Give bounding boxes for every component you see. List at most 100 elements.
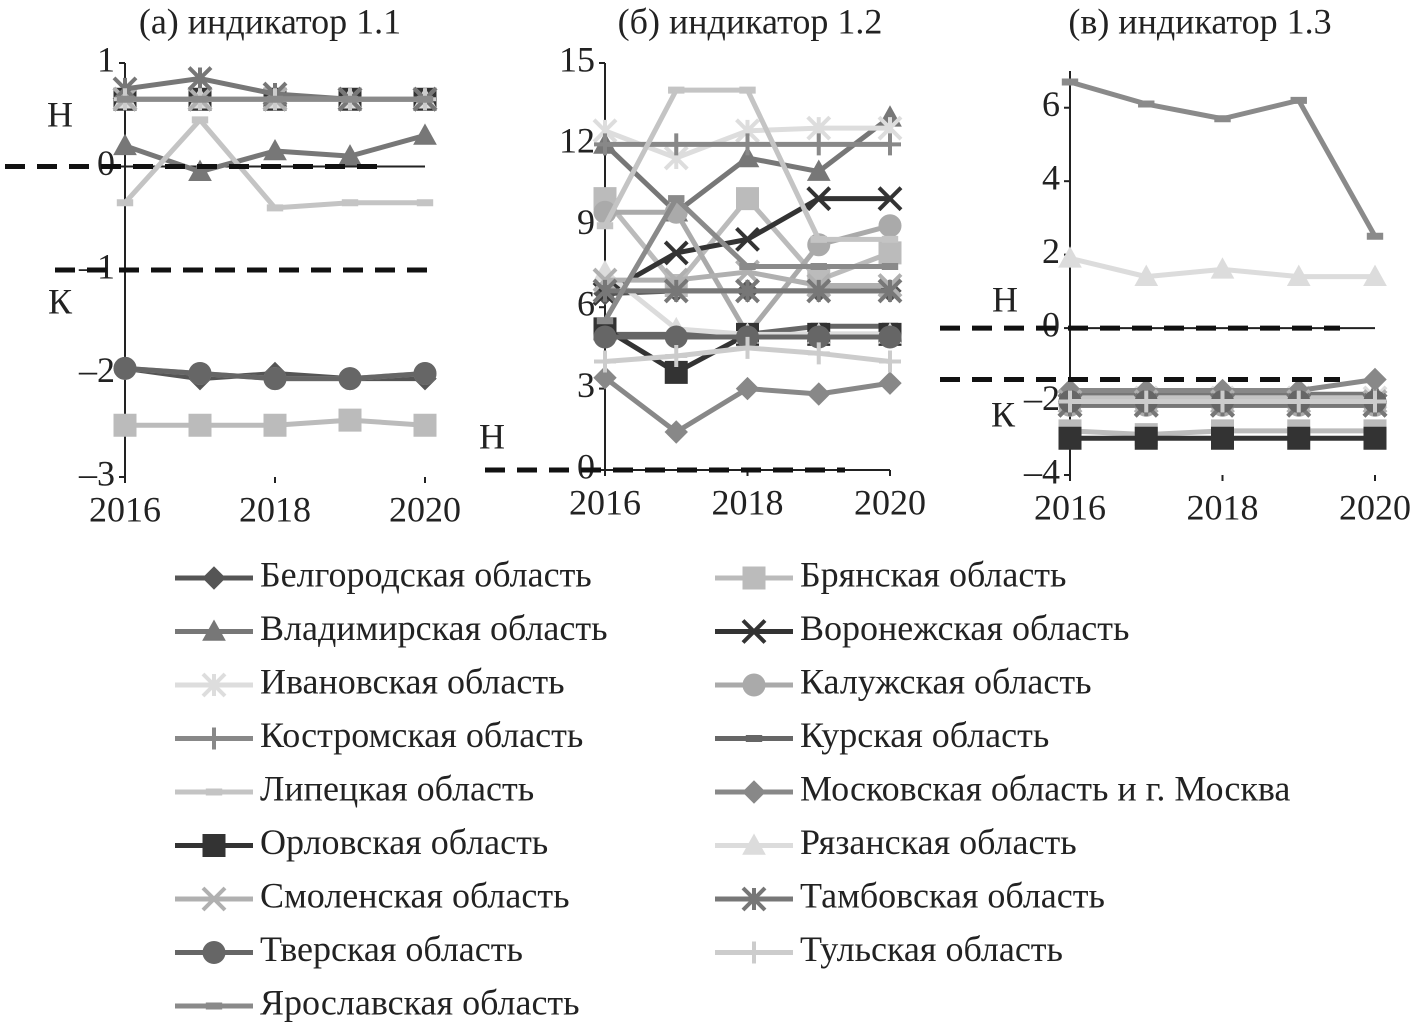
- marker: [1058, 246, 1082, 268]
- y-tick-label: 4: [1042, 157, 1060, 197]
- legend-marker: [202, 834, 226, 857]
- legend-label: Воронежская область: [800, 608, 1129, 648]
- legend-label: Смоленская область: [260, 875, 569, 915]
- x-tick-label: 2016: [569, 482, 641, 522]
- marker: [735, 376, 760, 401]
- reference-label: Н: [47, 94, 73, 134]
- marker: [188, 362, 212, 385]
- legend-marker: [205, 788, 223, 796]
- marker: [879, 133, 901, 156]
- marker: [807, 133, 830, 156]
- legend-marker: [743, 941, 765, 964]
- marker: [878, 214, 902, 238]
- marker: [1135, 390, 1158, 413]
- marker: [1210, 257, 1235, 279]
- y-tick-label: 0: [97, 143, 115, 183]
- legend-marker: [741, 886, 767, 912]
- y-tick-label: –2: [1023, 378, 1060, 418]
- legend-label: Калужская область: [800, 661, 1092, 701]
- marker: [879, 350, 901, 373]
- marker: [807, 325, 831, 349]
- marker: [1287, 390, 1310, 413]
- reference-label: К: [48, 281, 73, 321]
- marker: [1058, 426, 1082, 450]
- marker: [593, 325, 617, 349]
- marker: [341, 95, 359, 103]
- marker: [810, 235, 827, 243]
- marker: [664, 325, 688, 349]
- legend-label: Рязанская область: [800, 822, 1077, 862]
- legend-label: Костромская область: [260, 715, 583, 755]
- y-tick-label: 6: [1042, 84, 1060, 124]
- marker: [878, 325, 902, 349]
- legend-label: Липецкая область: [260, 768, 534, 808]
- legend-marker: [201, 672, 227, 698]
- marker: [663, 240, 689, 266]
- marker: [263, 367, 287, 391]
- legend-marker: [742, 673, 766, 697]
- marker: [1214, 115, 1231, 123]
- marker: [594, 350, 616, 373]
- panel-title: (б) индикатор 1.2: [618, 1, 883, 41]
- marker: [739, 86, 756, 94]
- reference-label: К: [991, 394, 1016, 434]
- marker: [877, 278, 903, 304]
- x-tick-label: 2020: [389, 489, 461, 529]
- marker: [663, 278, 689, 304]
- marker: [413, 362, 437, 385]
- marker: [1364, 390, 1386, 413]
- marker: [413, 123, 437, 145]
- y-tick-label: 2: [1042, 231, 1060, 271]
- y-tick-label: 3: [577, 365, 595, 405]
- marker: [188, 413, 212, 437]
- marker: [187, 66, 213, 91]
- marker: [668, 86, 685, 94]
- marker: [596, 317, 614, 325]
- y-tick-label: 12: [559, 121, 595, 161]
- legend-marker: [742, 566, 766, 590]
- marker: [664, 420, 688, 444]
- marker: [735, 278, 760, 304]
- marker: [263, 138, 287, 161]
- marker: [1363, 367, 1387, 392]
- marker: [338, 408, 362, 432]
- legend-label: Тульская область: [800, 929, 1063, 969]
- y-tick-label: 15: [559, 39, 595, 79]
- marker: [739, 263, 756, 270]
- marker: [665, 133, 688, 156]
- legend-label: Тверская область: [260, 929, 523, 969]
- marker: [188, 159, 212, 181]
- x-tick-label: 2016: [1034, 487, 1106, 527]
- legend-marker: [202, 619, 226, 641]
- series-line: [1069, 79, 1378, 238]
- x-tick-label: 2020: [1339, 487, 1411, 527]
- marker: [877, 186, 903, 212]
- marker: [338, 144, 362, 166]
- y-tick-label: –3: [78, 453, 115, 493]
- marker: [191, 95, 209, 103]
- marker: [665, 345, 688, 368]
- marker: [1061, 78, 1079, 86]
- marker: [1290, 96, 1307, 104]
- marker: [735, 145, 760, 168]
- marker: [116, 199, 134, 207]
- legend-marker: [202, 566, 226, 590]
- marker: [113, 356, 137, 380]
- x-tick-label: 2016: [89, 489, 161, 529]
- marker: [1287, 426, 1311, 450]
- x-tick-label: 2018: [1187, 487, 1259, 527]
- marker: [1134, 264, 1159, 286]
- marker: [413, 413, 437, 437]
- marker: [735, 226, 760, 252]
- marker: [881, 235, 899, 243]
- legend-marker: [202, 941, 226, 964]
- legend-label: Курская область: [800, 715, 1049, 755]
- marker: [668, 195, 685, 203]
- marker: [416, 95, 434, 103]
- marker: [338, 367, 362, 391]
- legend-label: Ярославская область: [260, 982, 580, 1022]
- marker: [806, 186, 832, 212]
- y-tick-label: 0: [1042, 304, 1060, 344]
